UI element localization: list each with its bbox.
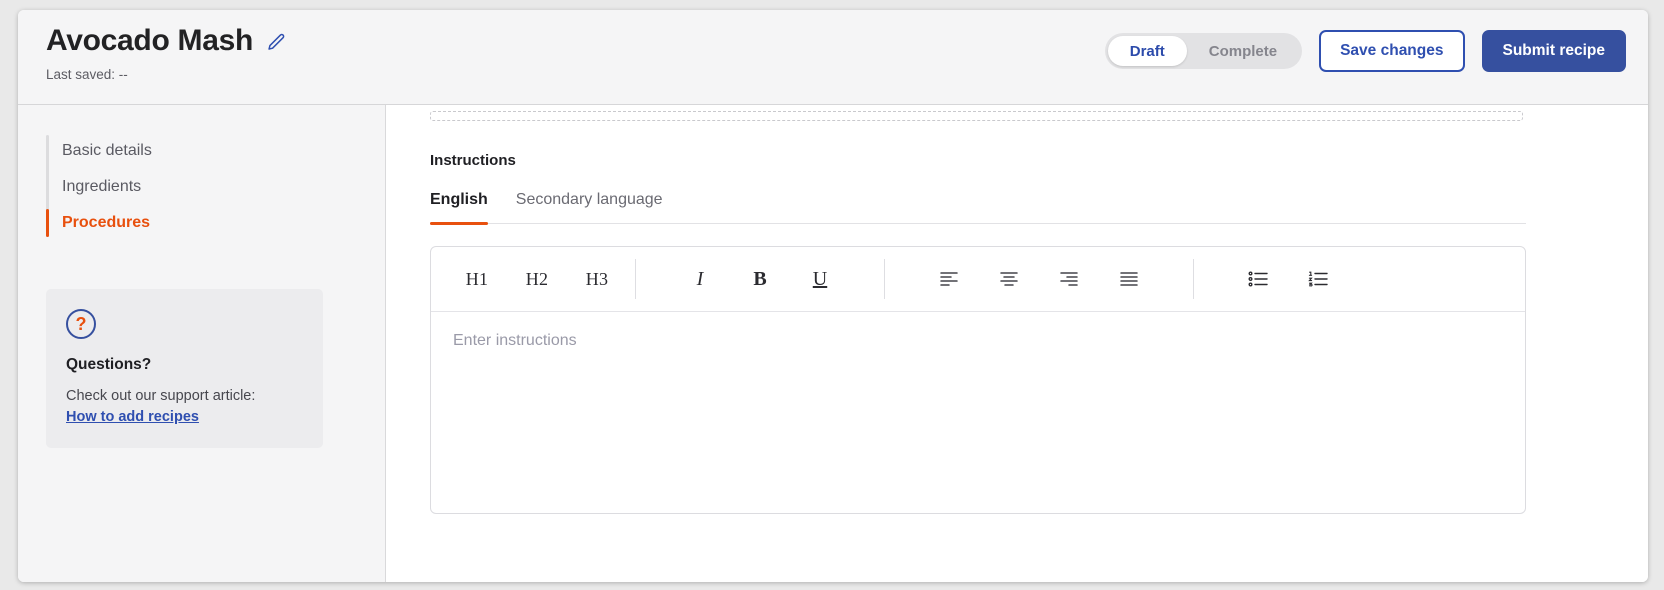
toolbar-divider bbox=[635, 259, 636, 299]
toolbar-divider bbox=[1193, 259, 1194, 299]
heading-2-button[interactable]: H2 bbox=[507, 247, 567, 311]
italic-button[interactable]: I bbox=[670, 247, 730, 311]
app-window: Avocado Mash Last saved: -- Draft Comple… bbox=[18, 10, 1648, 582]
language-tabs: English Secondary language bbox=[430, 191, 1526, 225]
pencil-icon[interactable] bbox=[265, 32, 287, 54]
last-saved-text: Last saved: -- bbox=[46, 66, 128, 82]
toolbar-group-lists bbox=[1228, 247, 1348, 311]
sidebar-item-ingredients[interactable]: Ingredients bbox=[62, 178, 142, 195]
instructions-editor-input[interactable]: Enter instructions bbox=[453, 332, 577, 349]
bulleted-list-icon[interactable] bbox=[1228, 247, 1288, 311]
toolbar-group-styles: I B U bbox=[670, 247, 850, 311]
rich-text-editor: H1 H2 H3 I B U bbox=[430, 246, 1526, 514]
help-card: ? Questions? Check out our support artic… bbox=[46, 289, 323, 449]
header-actions: Draft Complete Save changes Submit recip… bbox=[1104, 30, 1626, 72]
title-row: Avocado Mash bbox=[46, 24, 287, 59]
align-right-icon[interactable] bbox=[1039, 247, 1099, 311]
toolbar-group-headings: H1 H2 H3 bbox=[447, 247, 627, 311]
status-toggle-complete[interactable]: Complete bbox=[1187, 36, 1299, 66]
numbered-list-icon[interactable] bbox=[1288, 247, 1348, 311]
header-left: Avocado Mash Last saved: -- bbox=[46, 24, 287, 82]
tab-secondary-language[interactable]: Secondary language bbox=[515, 191, 663, 208]
toolbar-divider bbox=[884, 259, 885, 299]
help-card-title: Questions? bbox=[66, 356, 152, 373]
page-title: Avocado Mash bbox=[46, 24, 254, 57]
page-header: Avocado Mash Last saved: -- Draft Comple… bbox=[18, 10, 1648, 105]
save-changes-button[interactable]: Save changes bbox=[1319, 30, 1465, 72]
align-justify-icon[interactable] bbox=[1099, 247, 1159, 311]
question-mark-circle-icon: ? bbox=[66, 309, 96, 339]
help-card-text: Check out our support article: bbox=[66, 388, 256, 404]
heading-1-button[interactable]: H1 bbox=[447, 247, 507, 311]
submit-recipe-button[interactable]: Submit recipe bbox=[1481, 30, 1626, 72]
sidebar-nav: Basic details Ingredients Procedures bbox=[46, 133, 359, 241]
editor-toolbar: H1 H2 H3 I B U bbox=[431, 247, 1525, 312]
status-toggle-draft[interactable]: Draft bbox=[1107, 36, 1187, 66]
heading-3-button[interactable]: H3 bbox=[567, 247, 627, 311]
tab-english[interactable]: English bbox=[430, 191, 488, 225]
align-center-icon[interactable] bbox=[979, 247, 1039, 311]
sidebar: Basic details Ingredients Procedures ? Q… bbox=[18, 105, 386, 582]
sidebar-item-basic-details[interactable]: Basic details bbox=[62, 142, 152, 159]
sidebar-item-procedures[interactable]: Procedures bbox=[46, 205, 359, 241]
bold-button[interactable]: B bbox=[730, 247, 790, 311]
status-toggle[interactable]: Draft Complete bbox=[1104, 33, 1303, 69]
body-area: Basic details Ingredients Procedures ? Q… bbox=[18, 105, 1648, 582]
how-to-add-recipes-link[interactable]: How to add recipes bbox=[66, 409, 199, 426]
main-content: Instructions English Secondary language … bbox=[386, 105, 1648, 582]
toolbar-group-align bbox=[919, 247, 1159, 311]
scrolled-section-placeholder bbox=[430, 111, 1523, 121]
underline-button[interactable]: U bbox=[790, 247, 850, 311]
align-left-icon[interactable] bbox=[919, 247, 979, 311]
instructions-label: Instructions bbox=[430, 152, 516, 169]
